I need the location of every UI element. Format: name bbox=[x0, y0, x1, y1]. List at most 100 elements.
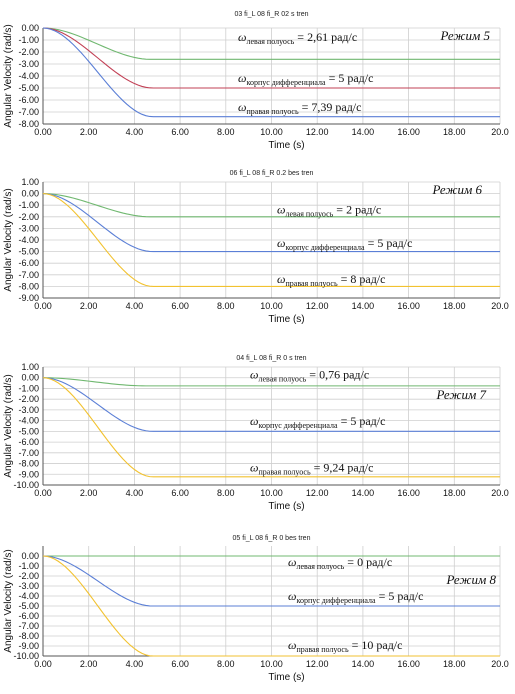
y-tick-label: -6.00 bbox=[18, 437, 39, 447]
x-tick-label: 8.00 bbox=[217, 659, 235, 669]
y-axis-label: Angular Velocity (rad/s) bbox=[3, 374, 14, 477]
annotation-value: = 2,61 рад/с bbox=[294, 30, 357, 44]
series-line-2 bbox=[42, 377, 500, 432]
y-tick-label: -10.00 bbox=[13, 651, 39, 661]
y-tick-label: -7.00 bbox=[18, 270, 39, 280]
omega-symbol: ω bbox=[250, 461, 258, 475]
x-tick-label: 16.00 bbox=[397, 127, 420, 137]
x-tick-label: 0.00 bbox=[34, 301, 52, 311]
x-tick-label: 6.00 bbox=[171, 659, 189, 669]
x-tick-label: 8.00 bbox=[217, 127, 235, 137]
x-tick-label: 18.00 bbox=[443, 659, 466, 669]
annotation-label: ωправая полуось = 7,39 рад/с bbox=[238, 100, 361, 116]
x-tick-label: 12.00 bbox=[306, 659, 329, 669]
omega-symbol: ω bbox=[238, 100, 246, 114]
x-axis-label: Time (s) bbox=[268, 672, 304, 683]
annotation-subscript: левая полуось bbox=[258, 374, 306, 383]
annotation-subscript: корпус дифференциала bbox=[258, 421, 338, 430]
y-tick-label: 0.00 bbox=[21, 189, 39, 199]
annotation-label: ωкорпус дифференциала = 5 рад/с bbox=[277, 236, 412, 252]
annotation-label: ωкорпус дифференциала = 5 рад/с bbox=[288, 589, 423, 605]
y-tick-label: -2.00 bbox=[18, 394, 39, 404]
y-tick-label: 1.00 bbox=[21, 177, 39, 187]
series-line-2 bbox=[42, 555, 500, 607]
chart-panel-1: 03 fi_L 08 fi_R 02 s tren 0.00 2.00 4.00 6.0… bbox=[3, 11, 509, 151]
x-tick-label: 14.00 bbox=[352, 488, 375, 498]
y-tick-label: -9.00 bbox=[18, 641, 39, 651]
annotation-subscript: правая полуось bbox=[258, 468, 310, 477]
x-tick-label: 2.00 bbox=[80, 488, 98, 498]
chart-panel-4: 05 fi_L 08 fi_R 0 bes tren 0.00 2.00 4.00 6.… bbox=[3, 535, 509, 683]
y-tick-label: 0.00 bbox=[21, 373, 39, 383]
x-tick-label: 4.00 bbox=[126, 659, 144, 669]
x-tick-label: 12.00 bbox=[306, 301, 329, 311]
y-tick-label: -10.00 bbox=[13, 480, 39, 490]
y-tick-label: -8.00 bbox=[18, 281, 39, 291]
mode-label: Режим 6 bbox=[431, 182, 482, 197]
y-tick-label: -3.00 bbox=[18, 223, 39, 233]
x-tick-label: 20.0 bbox=[491, 488, 509, 498]
annotation-label: ωправая полуось = 8 рад/с bbox=[277, 272, 385, 288]
y-tick-label: -5.00 bbox=[18, 601, 39, 611]
annotation-value: = 0 рад/с bbox=[344, 555, 392, 569]
series-line-1 bbox=[42, 377, 500, 387]
x-tick-label: 14.00 bbox=[352, 127, 375, 137]
annotation-subscript: левая полуось bbox=[285, 209, 333, 218]
annotation-label: ωправая полуось = 9,24 рад/с bbox=[250, 461, 373, 477]
omega-symbol: ω bbox=[288, 555, 296, 569]
y-tick-label: -3.00 bbox=[18, 581, 39, 591]
omega-symbol: ω bbox=[288, 638, 296, 652]
y-tick-label: -1.00 bbox=[18, 561, 39, 571]
annotation-subscript: правая полуось bbox=[285, 279, 337, 288]
chart-title: 05 fi_L 08 fi_R 0 bes tren bbox=[233, 535, 311, 542]
y-tick-label: -2.00 bbox=[18, 571, 39, 581]
x-tick-label: 18.00 bbox=[443, 127, 466, 137]
y-tick-label: -6.00 bbox=[18, 95, 39, 105]
x-tick-label: 8.00 bbox=[217, 488, 235, 498]
chart-title: 03 fi_L 08 fi_R 02 s tren bbox=[234, 11, 308, 18]
x-tick-label: 16.00 bbox=[397, 301, 420, 311]
annotation-value: = 0,76 рад/с bbox=[306, 367, 369, 381]
annotation-value: = 5 рад/с bbox=[338, 414, 386, 428]
x-tick-label: 18.00 bbox=[443, 301, 466, 311]
chart-panel-3: 04 fi_L 08 fi_R 0 s tren 0.00 2.00 4.00 6.00… bbox=[3, 355, 509, 512]
series-line-1 bbox=[42, 193, 500, 218]
x-tick-label: 4.00 bbox=[126, 127, 144, 137]
annotation-value: = 10 рад/с bbox=[349, 638, 403, 652]
chart-title: 06 fi_L 08 fi_R 0.2 bes tren bbox=[230, 170, 314, 177]
x-tick-label: 20.0 bbox=[491, 659, 509, 669]
y-tick-label: -2.00 bbox=[18, 212, 39, 222]
y-tick-label: -4.00 bbox=[18, 71, 39, 81]
y-tick-label: -7.00 bbox=[18, 448, 39, 458]
series-line-3 bbox=[42, 193, 500, 287]
y-tick-label: -3.00 bbox=[18, 405, 39, 415]
y-tick-label: -4.00 bbox=[18, 591, 39, 601]
y-tick-label: -2.00 bbox=[18, 47, 39, 57]
annotation-value: = 9,24 рад/с bbox=[311, 461, 374, 475]
series-line-1 bbox=[42, 27, 500, 60]
y-axis-label: Angular Velocity (rad/s) bbox=[3, 24, 14, 127]
annotation-value: = 8 рад/с bbox=[338, 272, 386, 286]
x-tick-label: 12.00 bbox=[306, 127, 329, 137]
annotation-label: ωлевая полуось = 2,61 рад/с bbox=[238, 30, 357, 46]
x-tick-label: 10.00 bbox=[260, 301, 283, 311]
annotation-value: = 5 рад/с bbox=[365, 236, 413, 250]
annotation-label: ωлевая полуось = 2 рад/с bbox=[277, 202, 381, 218]
x-tick-label: 18.00 bbox=[443, 488, 466, 498]
series-line-2 bbox=[42, 193, 500, 253]
annotation-value: = 7,39 рад/с bbox=[299, 100, 362, 114]
x-tick-label: 4.00 bbox=[126, 488, 144, 498]
y-tick-label: -8.00 bbox=[18, 119, 39, 129]
y-axis-label: Angular Velocity (rad/s) bbox=[3, 549, 14, 652]
y-tick-label: -5.00 bbox=[18, 83, 39, 93]
annotation-subscript: корпус дифференциала bbox=[296, 596, 376, 605]
y-tick-label: -5.00 bbox=[18, 426, 39, 436]
annotation-value: = 5 рад/с bbox=[326, 71, 374, 85]
annotation-subscript: корпус дифференциала bbox=[285, 243, 365, 252]
y-tick-label: 0.00 bbox=[21, 551, 39, 561]
mode-label: Режим 8 bbox=[445, 572, 496, 587]
y-tick-label: -1.00 bbox=[18, 200, 39, 210]
y-tick-label: -4.00 bbox=[18, 416, 39, 426]
y-tick-label: 0.00 bbox=[21, 23, 39, 33]
